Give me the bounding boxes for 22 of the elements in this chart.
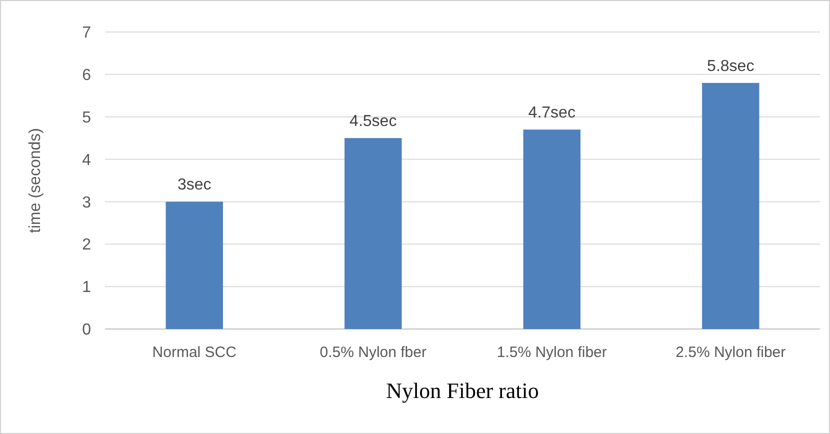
x-tick-label: 1.5% Nylon fiber [496, 344, 607, 361]
x-axis-title: Nylon Fiber ratio [386, 378, 539, 403]
y-tick-label: 2 [82, 236, 92, 254]
bar [166, 202, 223, 329]
y-tick-label: 3 [82, 194, 92, 212]
data-label: 3sec [177, 176, 212, 194]
x-tick-label: 2.5% Nylon fiber [676, 344, 786, 361]
y-axis-title: time (seconds) [27, 128, 44, 233]
x-tick-label: 0.5% Nylon fber [320, 344, 426, 361]
y-tick-label: 0 [82, 322, 92, 339]
y-tick-label: 1 [82, 279, 92, 296]
y-tick-label: 7 [82, 24, 92, 42]
data-label: 5.8sec [707, 58, 754, 75]
y-tick-label: 6 [82, 67, 92, 84]
data-label: 4.5sec [350, 113, 397, 130]
y-tick-label: 5 [82, 109, 92, 126]
y-tick-label: 4 [82, 152, 92, 169]
bar [523, 130, 580, 329]
bar [344, 138, 402, 329]
x-tick-label: Normal SCC [152, 344, 237, 361]
bar [702, 82, 760, 329]
data-label: 4.7sec [528, 104, 576, 122]
